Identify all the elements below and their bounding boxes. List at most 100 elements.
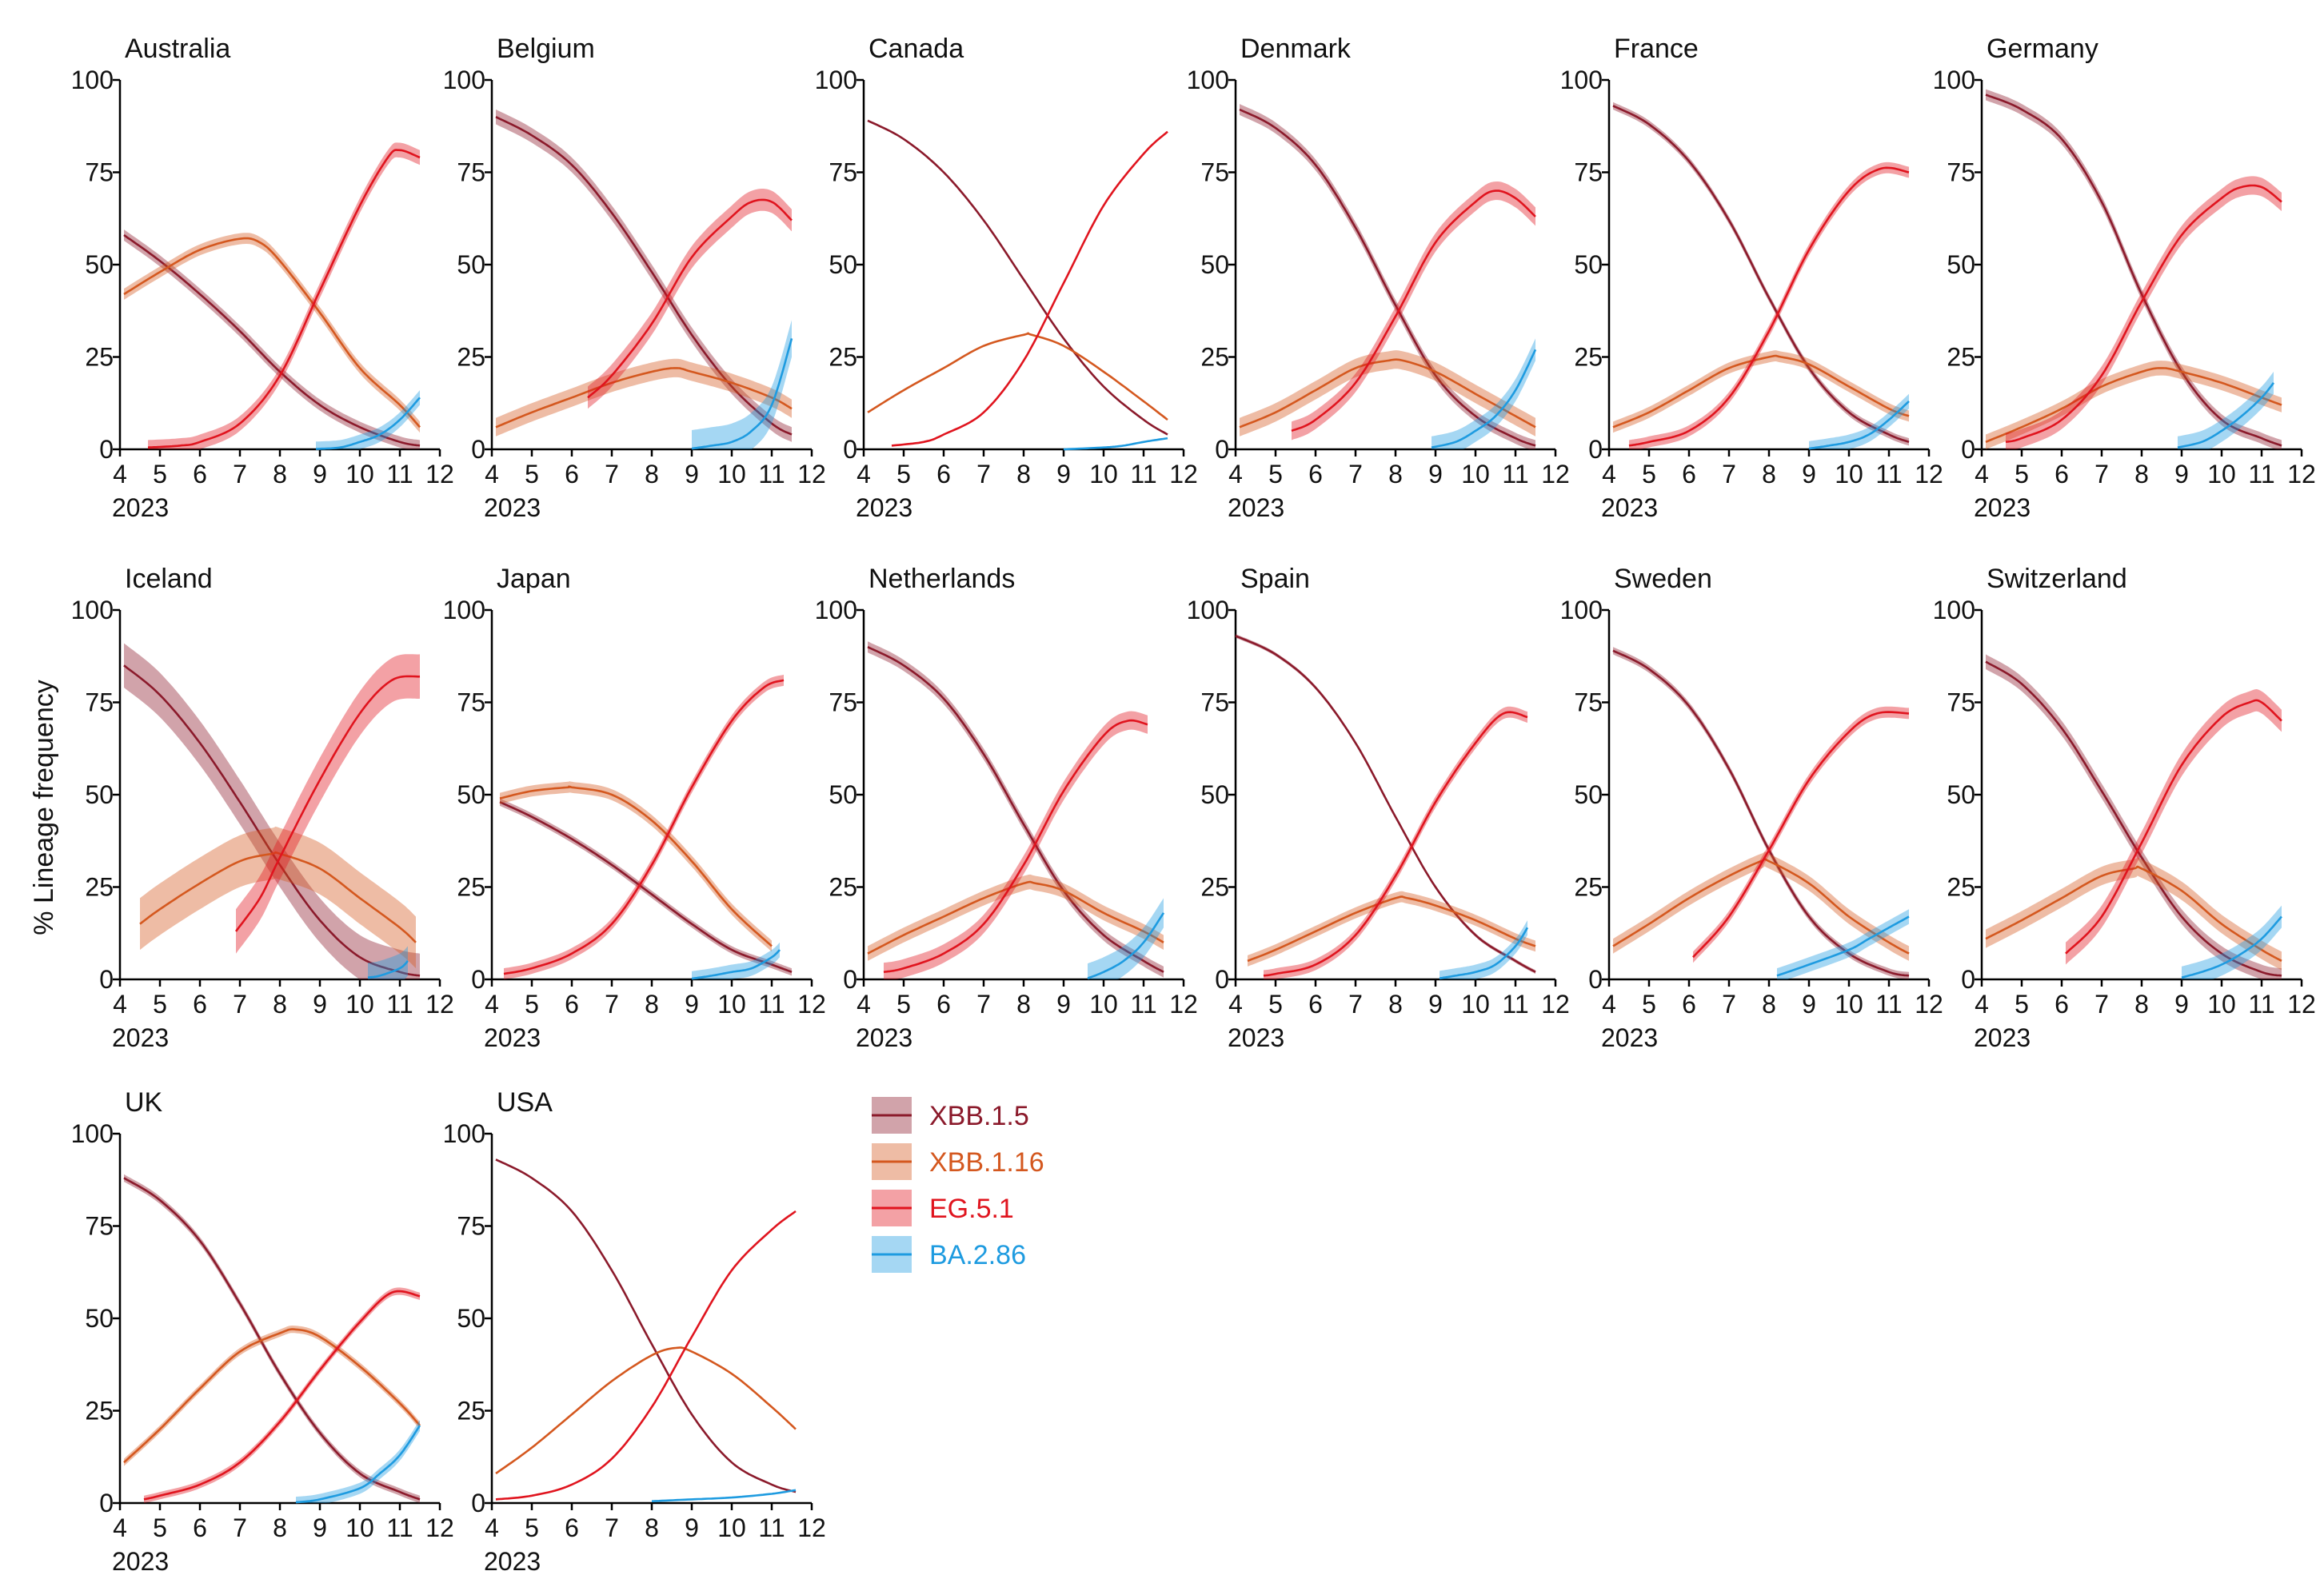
series-line-ba-2-86	[1776, 915, 1910, 977]
x-tick-label: 7	[1348, 990, 1363, 1019]
x-tick-label: 7	[1348, 460, 1363, 488]
y-tick-label: 50	[457, 1304, 485, 1333]
series-line-xbb-1-5	[495, 1158, 797, 1493]
x-tick-label: 4	[857, 460, 871, 488]
y-tick-label: 75	[829, 158, 857, 187]
x-tick-label: 9	[685, 1513, 699, 1542]
x-year-label: 2023	[1974, 493, 2031, 522]
series-line-eg-5-1	[2005, 184, 2282, 444]
x-tick-label: 9	[2174, 990, 2189, 1019]
x-tick-label: 6	[1308, 990, 1323, 1019]
x-tick-label: 6	[2054, 460, 2069, 488]
y-tick-label: 0	[1588, 435, 1603, 464]
y-tick-label: 100	[815, 596, 857, 624]
y-tick-label: 50	[457, 250, 485, 279]
x-tick-label: 8	[645, 990, 659, 1019]
x-tick-label: 4	[1228, 460, 1243, 488]
x-tick-label: 8	[1762, 990, 1776, 1019]
ci-band-eg-5-1	[148, 142, 420, 449]
x-tick-label: 12	[425, 460, 454, 488]
panel-title: Japan	[497, 564, 571, 594]
panel-germany: Germany 0 25 50 75 100 4 5 6 7 8 9 10 11 12 2023	[1933, 34, 2316, 522]
x-tick-label: 12	[1915, 460, 1943, 488]
x-tick-label: 8	[1388, 460, 1403, 488]
legend-item-xbb-1-16: XBB.1.16	[872, 1143, 1044, 1180]
y-tick-label: 25	[457, 343, 485, 372]
legend-item-ba-2-86: BA.2.86	[872, 1236, 1026, 1273]
y-tick-label: 75	[1947, 158, 1975, 187]
x-tick-label: 6	[936, 460, 951, 488]
series-line-xbb-1-16	[867, 880, 1164, 955]
ci-band-ba-2-86	[2182, 905, 2282, 979]
y-tick-label: 100	[815, 66, 857, 94]
x-tick-label: 8	[1016, 460, 1031, 488]
series-line-xbb-1-16	[123, 237, 421, 429]
ci-band-eg-5-1	[1693, 706, 1909, 963]
x-tick-label: 11	[1130, 990, 1156, 1019]
x-tick-label: 5	[525, 1513, 539, 1542]
ci-band-eg-5-1	[588, 189, 792, 409]
panel-title: USA	[497, 1087, 553, 1118]
x-tick-label: 6	[1682, 990, 1696, 1019]
x-year-label: 2023	[112, 1547, 169, 1575]
x-tick-label: 10	[1089, 990, 1118, 1019]
ci-band-xbb-1-16	[1613, 851, 1909, 961]
series-line-xbb-1-16	[139, 851, 417, 943]
x-tick-label: 9	[313, 990, 327, 1019]
x-year-label: 2023	[1228, 1023, 1284, 1052]
y-tick-label: 100	[443, 596, 485, 624]
y-tick-label: 0	[471, 435, 485, 464]
x-tick-label: 11	[758, 1513, 785, 1542]
ci-band-ba-2-86	[1777, 909, 1909, 979]
x-year-label: 2023	[1228, 493, 1284, 522]
series-line-xbb-1-5	[123, 664, 421, 977]
x-tick-label: 6	[565, 1513, 579, 1542]
panel-canada: Canada 0 25 50 75 100 4 5 6 7 8 9 10 11 12 2023	[815, 34, 1198, 522]
ci-band-xbb-1-16	[140, 826, 416, 969]
series-line-xbb-1-5	[1239, 108, 1536, 447]
series-line-eg-5-1	[891, 130, 1168, 447]
x-tick-label: 12	[425, 990, 454, 1019]
x-year-label: 2023	[484, 1547, 541, 1575]
x-tick-label: 9	[1056, 460, 1071, 488]
x-tick-label: 5	[525, 460, 539, 488]
y-tick-label: 50	[1200, 250, 1229, 279]
panel-title: Spain	[1240, 564, 1310, 594]
series-line-xbb-1-16	[495, 1346, 797, 1475]
x-tick-label: 10	[717, 460, 746, 488]
x-tick-label: 8	[645, 1513, 659, 1542]
series-line-ba-2-86	[1808, 400, 1910, 450]
x-tick-label: 11	[1875, 990, 1902, 1019]
series-line-ba-2-86	[2177, 382, 2275, 449]
series-line-ba-2-86	[1087, 912, 1165, 979]
series-line-eg-5-1	[883, 719, 1148, 974]
ci-band-eg-5-1	[1629, 161, 1909, 449]
y-tick-label: 100	[1187, 596, 1229, 624]
x-tick-label: 12	[1169, 460, 1198, 488]
panel-belgium: Belgium 0 25 50 75 100 4 5 6 7 8 9 10 11 12 2023	[443, 34, 826, 522]
x-tick-label: 12	[797, 1513, 826, 1542]
x-tick-label: 12	[1541, 460, 1570, 488]
y-tick-label: 0	[471, 1489, 485, 1517]
ci-band-xbb-1-16	[1613, 350, 1909, 433]
y-tick-label: 75	[1574, 158, 1603, 187]
y-tick-label: 50	[829, 780, 857, 809]
x-tick-label: 5	[1268, 460, 1283, 488]
series-line-eg-5-1	[147, 149, 421, 449]
x-tick-label: 12	[2287, 460, 2316, 488]
series-line-eg-5-1	[587, 198, 793, 399]
series-line-ba-2-86	[316, 397, 421, 450]
y-tick-label: 100	[1187, 66, 1229, 94]
x-tick-label: 4	[1602, 990, 1616, 1019]
x-tick-label: 7	[605, 990, 619, 1019]
y-tick-label: 100	[1933, 66, 1975, 94]
ci-band-xbb-1-16	[500, 780, 772, 952]
x-tick-label: 6	[936, 990, 951, 1019]
x-tick-label: 6	[565, 460, 579, 488]
x-tick-label: 9	[313, 460, 327, 488]
ci-band-ba-2-86	[1440, 920, 1527, 979]
x-tick-label: 12	[425, 1513, 454, 1542]
x-tick-label: 10	[345, 990, 374, 1019]
x-year-label: 2023	[1974, 1023, 2031, 1052]
